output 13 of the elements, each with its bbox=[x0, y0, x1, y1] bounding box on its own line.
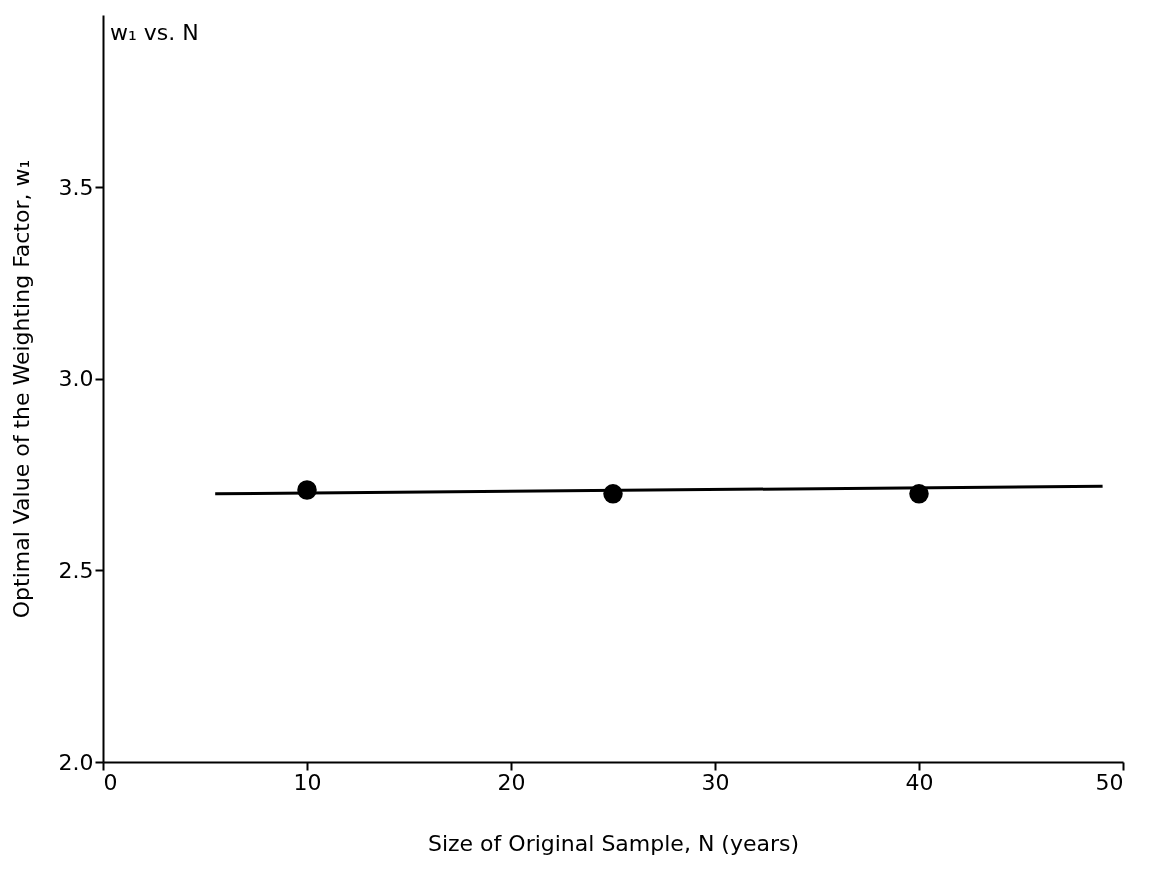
chart-title: w₁ vs. N bbox=[110, 20, 199, 45]
x-axis-title: Size of Original Sample, N (years) bbox=[427, 830, 800, 856]
y-axis-title: Optimal Value of the Weighting Factor, w₁ bbox=[8, 159, 34, 619]
y-tick-label: 3.0 bbox=[58, 366, 94, 392]
y-tick-label: 3.5 bbox=[58, 174, 94, 200]
x-tick-label: 20 bbox=[497, 769, 526, 795]
y-tick-label: 2.0 bbox=[58, 749, 94, 775]
x-tick-label: 40 bbox=[905, 769, 934, 795]
y-tick-label: 2.5 bbox=[58, 557, 94, 583]
x-tick-label: 50 bbox=[1095, 769, 1124, 795]
x-tick-label: 0 bbox=[103, 769, 118, 795]
x-tick-label: 30 bbox=[701, 769, 730, 795]
x-tick-label: 10 bbox=[293, 769, 322, 795]
